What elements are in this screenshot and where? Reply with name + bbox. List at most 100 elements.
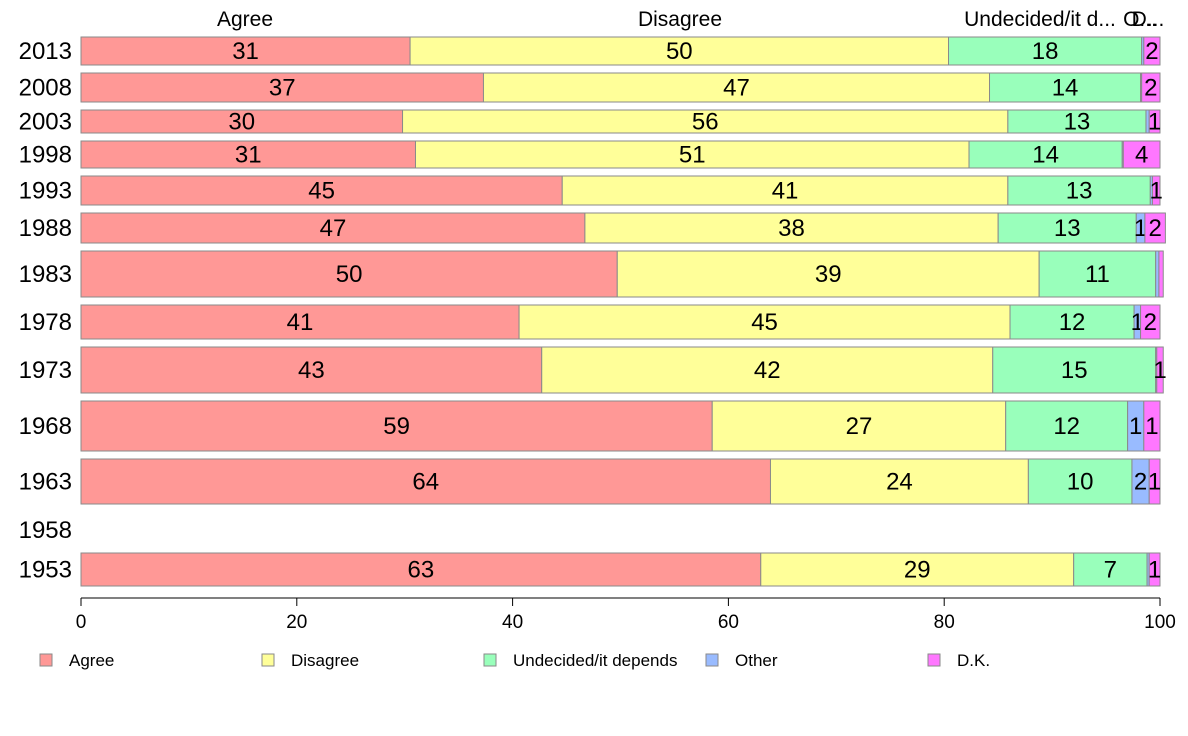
bar-segment xyxy=(968,140,1123,169)
bar-segment xyxy=(1009,304,1135,340)
x-tick-label: 100 xyxy=(1144,612,1176,633)
bar-segment xyxy=(409,36,950,66)
bar-segment xyxy=(1143,36,1161,66)
x-tick-label: 40 xyxy=(502,612,523,633)
y-tick-label: 2013 xyxy=(19,38,72,65)
column-header-labels: Agree Disagree Undecided/it d... O...D... xyxy=(217,8,1164,31)
bar-value-label: 13 xyxy=(1064,109,1091,136)
bar-value-label: 1 xyxy=(1150,178,1163,205)
y-tick-label: 2008 xyxy=(19,75,72,102)
bar-value-label: 45 xyxy=(308,178,335,205)
bar-segment xyxy=(1073,552,1148,587)
bar-value-label: 50 xyxy=(336,261,363,288)
bar-value-label: 38 xyxy=(778,215,805,242)
bar-value-label: 12 xyxy=(1059,309,1086,336)
column-header-label: O... xyxy=(1123,8,1157,31)
bar-value-label: 47 xyxy=(320,215,347,242)
bar-value-label: 12 xyxy=(1053,413,1080,440)
bar-segment xyxy=(1007,175,1151,206)
bar-segment xyxy=(997,212,1137,244)
bar-segment xyxy=(989,72,1142,103)
legend-label: Disagree xyxy=(291,651,359,670)
bar-value-label: 1 xyxy=(1153,357,1166,384)
bar-segment xyxy=(482,72,991,103)
bar-segment xyxy=(80,552,762,587)
x-tick-label: 20 xyxy=(286,612,307,633)
bar-segment xyxy=(1148,458,1161,505)
bar-segment xyxy=(1158,250,1164,298)
bar-segment xyxy=(541,346,994,394)
legend-label: Other xyxy=(735,651,778,670)
legend-label: Undecided/it depends xyxy=(513,651,677,670)
bar-value-label: 30 xyxy=(228,109,255,136)
bar-value-label: 10 xyxy=(1067,469,1094,496)
y-tick-label: 1983 xyxy=(19,261,72,288)
bar-value-label: 18 xyxy=(1032,38,1059,65)
legend: Agree Disagree Undecided/it depends Other D.… xyxy=(39,651,990,670)
bar-value-label: 45 xyxy=(751,309,778,336)
legend-label: Agree xyxy=(69,651,114,670)
bar-segment xyxy=(80,346,543,394)
bar-segment xyxy=(80,212,586,244)
bar-segment xyxy=(80,140,416,169)
bar-value-label: 47 xyxy=(723,75,750,102)
y-tick-label: 1973 xyxy=(19,357,72,384)
bar-segment xyxy=(1151,175,1161,206)
bar-value-label: 1 xyxy=(1134,215,1147,242)
bar-value-label: 7 xyxy=(1104,557,1117,584)
bar-value-label: 50 xyxy=(666,38,693,65)
legend-label: D.K. xyxy=(957,651,990,670)
bar-value-label: 2 xyxy=(1144,75,1157,102)
bar-value-label: 1 xyxy=(1148,109,1161,136)
bar-value-label: 1 xyxy=(1148,557,1161,584)
column-header-label: Agree xyxy=(217,8,273,31)
bar-value-label: 1 xyxy=(1145,413,1158,440)
bar-value-label: 31 xyxy=(232,38,259,65)
bar-value-label: 13 xyxy=(1066,178,1093,205)
bar-value-label: 27 xyxy=(846,413,873,440)
bar-segment xyxy=(80,175,563,206)
bar-value-label: 59 xyxy=(383,413,410,440)
bar-value-label: 41 xyxy=(287,309,314,336)
y-tick-label: 1953 xyxy=(19,557,72,584)
x-tick-label: 80 xyxy=(934,612,955,633)
y-tick-label: 1988 xyxy=(19,215,72,242)
bar-segment xyxy=(769,458,1029,505)
bar-value-label: 31 xyxy=(235,142,262,169)
bar-value-label: 42 xyxy=(754,357,781,384)
bar-segment xyxy=(80,400,713,452)
y-tick-label: 1978 xyxy=(19,309,72,336)
bar-value-label: 24 xyxy=(886,469,913,496)
bar-segment xyxy=(992,346,1157,394)
bars: 31 50 18 237 47 14 230 56 13 131 51 14 445 41 13 147 38 1… xyxy=(80,36,1167,587)
bar-segment xyxy=(1038,250,1157,298)
x-axis: 0 20 40 60 80 100 xyxy=(76,597,1176,633)
bar-value-label: 4 xyxy=(1135,142,1148,169)
bar-segment xyxy=(80,250,618,298)
column-header-label: Disagree xyxy=(638,8,722,31)
bar-segment xyxy=(1005,400,1129,452)
bar-value-label: 63 xyxy=(408,557,435,584)
bar-segment xyxy=(1141,72,1161,103)
column-header-label: Undecided/it d... xyxy=(964,8,1116,31)
bar-value-label: 1 xyxy=(1129,413,1142,440)
bar-segment xyxy=(414,140,970,169)
bar-value-label: 37 xyxy=(269,75,296,102)
bar-segment xyxy=(711,400,1007,452)
bar-value-label: 29 xyxy=(904,557,931,584)
bar-value-label: 43 xyxy=(298,357,325,384)
bar-segment xyxy=(1144,212,1166,244)
x-tick-label: 0 xyxy=(76,612,87,633)
bar-value-label: 14 xyxy=(1032,142,1059,169)
bar-value-label: 2 xyxy=(1145,38,1158,65)
bar-value-label: 11 xyxy=(1085,261,1110,288)
bar-value-label: 14 xyxy=(1052,75,1079,102)
bar-segment xyxy=(1027,458,1133,505)
y-axis-labels: 2013 2008 2003 1998 1993 1988 1983 1978 1973 1968… xyxy=(19,38,72,584)
bar-value-label: 56 xyxy=(692,109,719,136)
y-tick-label: 1998 xyxy=(19,142,72,169)
legend-swatch xyxy=(261,653,275,667)
bar-segment xyxy=(1143,400,1161,452)
bar-value-label: 2 xyxy=(1134,469,1147,496)
